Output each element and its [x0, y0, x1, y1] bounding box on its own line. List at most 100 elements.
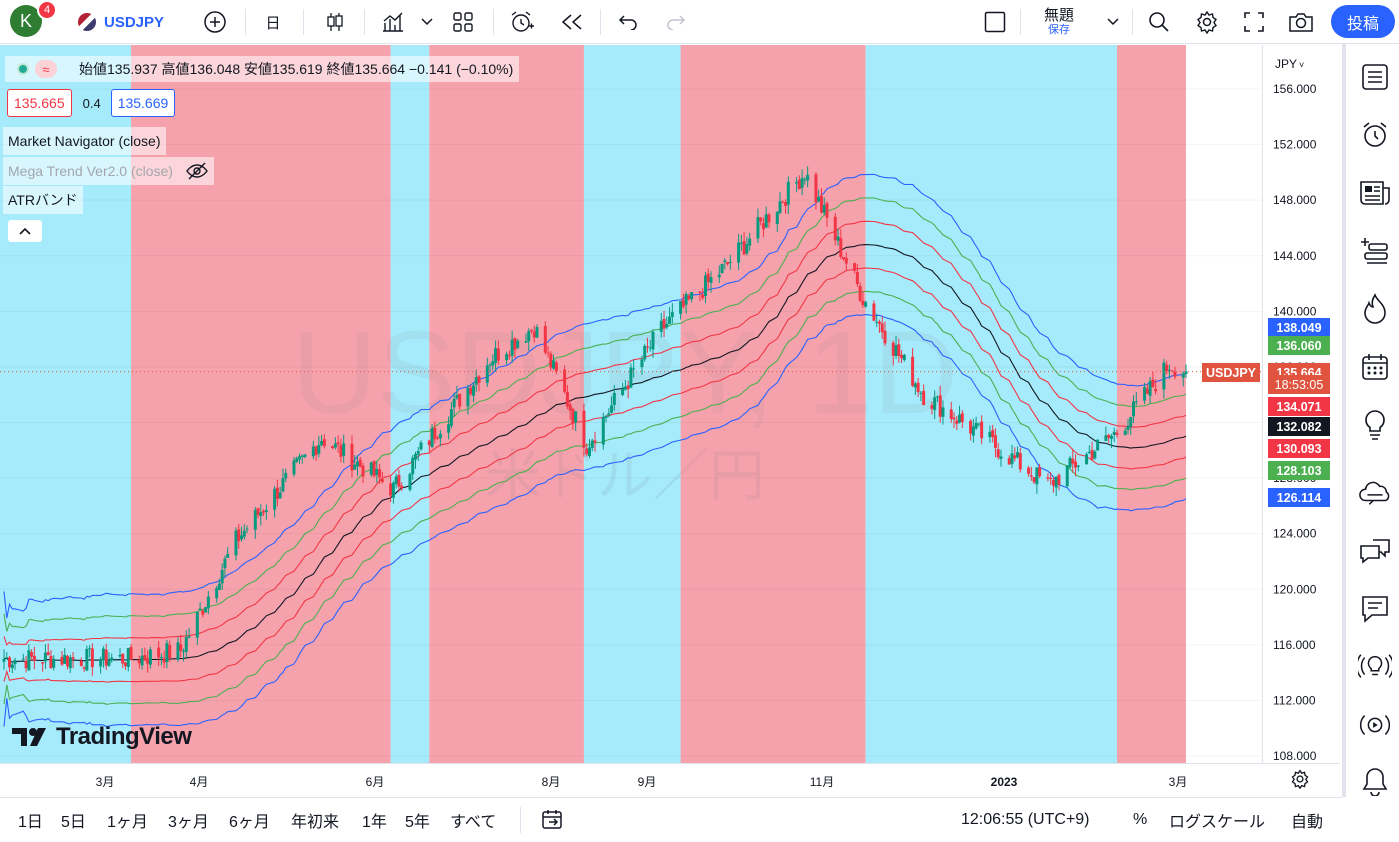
- range-button[interactable]: 1日: [18, 814, 43, 831]
- range-button[interactable]: 3ヶ月: [168, 814, 209, 831]
- range-button[interactable]: 5日: [61, 814, 86, 831]
- indicators-dropdown[interactable]: [416, 0, 438, 44]
- chats-button[interactable]: [1358, 534, 1392, 568]
- alert-button[interactable]: [505, 0, 539, 44]
- lightbulb-icon: [1365, 410, 1385, 440]
- candle: [24, 655, 28, 673]
- ideas-button[interactable]: [1358, 408, 1392, 442]
- range-button[interactable]: すべて: [450, 814, 497, 831]
- fullscreen-layout-button[interactable]: [980, 0, 1010, 44]
- indicators-button[interactable]: [376, 0, 410, 44]
- range-button[interactable]: 6ヶ月: [229, 814, 270, 831]
- chart-canvas[interactable]: USDJPY, 1D 米ドル／円 156.000 152.000 148.000 14…: [0, 45, 1340, 797]
- auto-scale-button[interactable]: 自動: [1291, 798, 1323, 842]
- layout-name-button[interactable]: 無題 保存: [1030, 0, 1088, 44]
- range-button[interactable]: 5年: [405, 814, 430, 831]
- price-tag: 138.049: [1268, 318, 1330, 337]
- range-button[interactable]: 年初来: [291, 814, 340, 831]
- live-button[interactable]: [1358, 708, 1392, 742]
- candle: [148, 646, 152, 669]
- goto-date-button[interactable]: [532, 798, 572, 842]
- candle: [129, 643, 133, 661]
- flag-icon: [78, 13, 96, 31]
- candle: [883, 321, 887, 346]
- replay-button[interactable]: [555, 0, 589, 44]
- tradingview-logo[interactable]: TradingView: [12, 723, 192, 751]
- candle: [726, 262, 730, 266]
- templates-button[interactable]: [446, 0, 480, 44]
- currency-selector[interactable]: JPY ˅: [1275, 57, 1304, 71]
- candle: [991, 424, 995, 443]
- range-button[interactable]: 1年: [362, 814, 387, 831]
- candle: [510, 330, 514, 363]
- messages-button[interactable]: [1358, 592, 1392, 626]
- alerts-button[interactable]: [1358, 118, 1392, 152]
- streams-button[interactable]: [1358, 650, 1392, 684]
- timezone-button[interactable]: 12:06:55 (UTC+9): [961, 798, 1090, 842]
- candle: [419, 440, 423, 451]
- candle: [739, 234, 743, 251]
- candle: [916, 378, 920, 398]
- candle: [737, 233, 741, 270]
- legend-collapse-button[interactable]: [8, 220, 42, 242]
- time-tick-label: 3月: [96, 775, 115, 789]
- redo-button[interactable]: [660, 0, 692, 44]
- interval-button[interactable]: 日: [255, 0, 291, 44]
- add-watchlist-button[interactable]: [1358, 234, 1392, 268]
- chevron-down-icon: [421, 18, 433, 26]
- search-button[interactable]: [1144, 0, 1174, 44]
- undo-icon: [618, 15, 637, 30]
- time-axis[interactable]: [0, 763, 1340, 797]
- indicator-legend-1[interactable]: Market Navigator (close): [3, 127, 166, 155]
- minds-button[interactable]: [1358, 476, 1392, 510]
- user-avatar[interactable]: K: [10, 5, 42, 37]
- candle: [960, 409, 964, 429]
- layout-dropdown[interactable]: [1102, 0, 1124, 44]
- candle: [877, 319, 881, 333]
- compare-add-button[interactable]: [196, 0, 234, 44]
- buy-button[interactable]: 135.669: [110, 89, 176, 117]
- candles-icon: [327, 13, 343, 31]
- candle: [759, 216, 763, 226]
- axis-settings-button[interactable]: [1290, 769, 1312, 791]
- candle: [795, 177, 799, 193]
- eye-hidden-icon[interactable]: [185, 161, 209, 181]
- candle: [532, 325, 536, 343]
- market-status-pill[interactable]: ≈: [5, 57, 69, 81]
- candle: [118, 648, 122, 659]
- price-tag: 136.060: [1268, 336, 1330, 355]
- chart-type-button[interactable]: [318, 0, 352, 44]
- candle: [427, 439, 431, 454]
- candle: [433, 421, 437, 444]
- symbol-search-button[interactable]: USDJPY: [78, 0, 178, 44]
- time-tick-label: 11月: [810, 775, 834, 789]
- candle: [582, 403, 586, 457]
- candle: [574, 410, 578, 431]
- undo-button[interactable]: [612, 0, 644, 44]
- news-button[interactable]: [1358, 176, 1392, 210]
- hotlists-button[interactable]: [1358, 292, 1392, 326]
- fullscreen-button[interactable]: [1239, 0, 1269, 44]
- bottom-toolbar: 1日 5日 1ヶ月 3ヶ月 6ヶ月 年初来 1年 5年 すべて 12:06:55 (UTC+9)…: [0, 797, 1342, 841]
- indicator-legend-3[interactable]: ATRバンド: [3, 186, 83, 214]
- candle: [99, 656, 103, 674]
- candle: [662, 310, 666, 338]
- percent-scale-button[interactable]: %: [1133, 798, 1147, 842]
- range-button[interactable]: 1ヶ月: [107, 814, 148, 831]
- publish-button[interactable]: 投稿: [1331, 5, 1395, 38]
- watchlist-button[interactable]: [1358, 60, 1392, 94]
- settings-button[interactable]: [1192, 0, 1222, 44]
- candle: [844, 252, 848, 271]
- chat-bubbles-icon: [1360, 539, 1390, 564]
- sell-button[interactable]: 135.665: [7, 89, 72, 117]
- indicator-legend-2[interactable]: Mega Trend Ver2.0 (close): [3, 157, 214, 185]
- snapshot-button[interactable]: [1286, 0, 1316, 44]
- log-scale-button[interactable]: ログスケール: [1169, 798, 1265, 842]
- atr-band-line: [3, 220, 1187, 646]
- chart-pane[interactable]: USDJPY, 1D 米ドル／円 156.000 152.000 148.000 14…: [0, 45, 1340, 797]
- notifications-button[interactable]: [1358, 764, 1392, 798]
- candle: [204, 606, 208, 613]
- fullscreen-icon: [1244, 12, 1264, 32]
- candle: [411, 455, 415, 480]
- calendar-button[interactable]: [1358, 350, 1392, 384]
